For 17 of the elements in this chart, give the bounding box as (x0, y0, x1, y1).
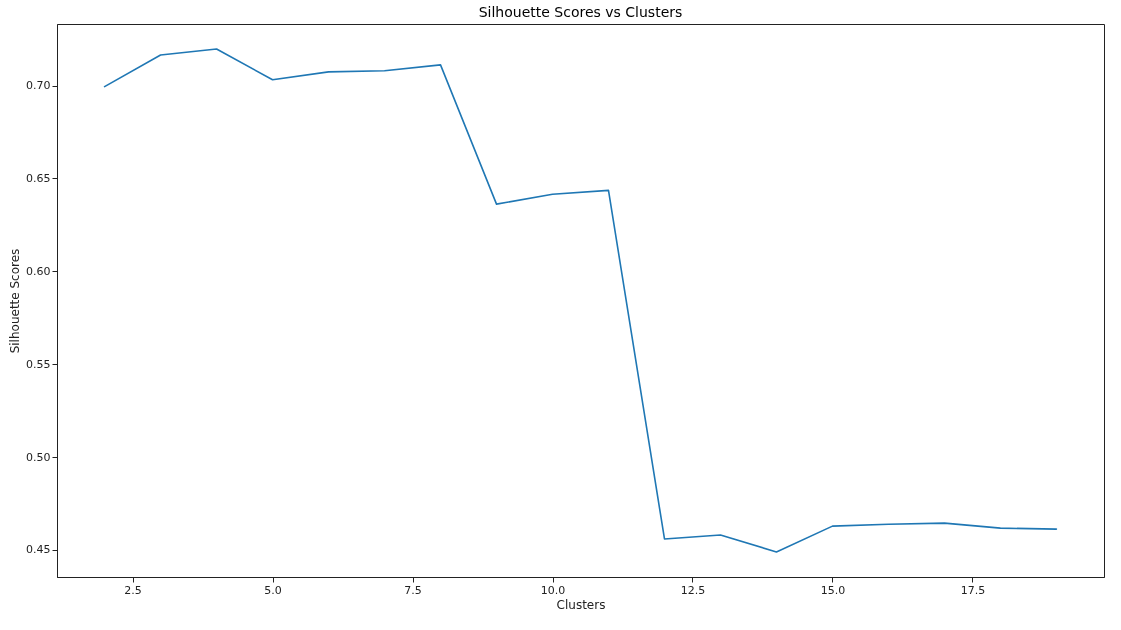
x-tick-label: 17.5 (960, 583, 986, 597)
y-tick-label: 0.65 (26, 172, 51, 185)
x-tick-label: 7.5 (404, 583, 422, 597)
y-tick-label: 0.70 (26, 79, 51, 93)
line-series (103, 48, 1058, 553)
y-tick-label: 0.50 (26, 450, 51, 464)
chart-title: Silhouette Scores vs Clusters (478, 4, 683, 20)
x-tick-label: 5.0 (264, 583, 282, 597)
y-axis-title: Silhouette Scores (8, 248, 23, 354)
x-tick-label: 12.5 (680, 583, 706, 597)
x-tick-label: 15.0 (820, 583, 846, 597)
x-tick-label: 10.0 (540, 583, 566, 597)
y-tick-label: 0.45 (26, 543, 51, 557)
y-tick-label: 0.60 (26, 264, 51, 278)
x-tick-label: 2.5 (124, 583, 142, 597)
x-axis-title: Clusters (556, 597, 606, 612)
y-tick-label: 0.55 (26, 357, 51, 371)
